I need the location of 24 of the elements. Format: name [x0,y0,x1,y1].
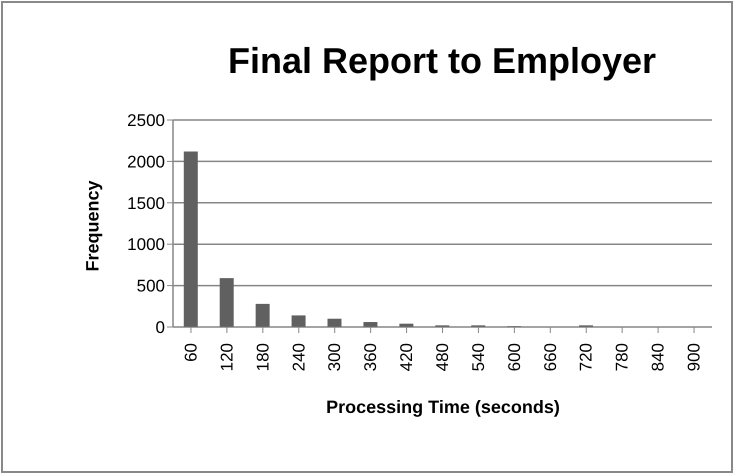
x-tick-label: 900 [684,343,704,372]
x-tick-label: 420 [397,343,416,372]
x-tick-label: 600 [504,343,524,372]
y-tick-label: 500 [136,276,165,296]
x-tick-label: 120 [217,343,236,372]
x-tick-label: 240 [289,343,308,372]
x-tick-label: 360 [361,343,380,372]
x-axis-title: Processing Time (seconds) [325,397,561,418]
y-axis-title: Frequency [82,180,104,272]
x-tick-label: 720 [576,343,596,372]
x-tick-label: 300 [325,343,344,372]
x-tick-label: 840 [648,343,668,372]
x-tick-label: 660 [540,343,560,372]
y-tick-label: 1000 [127,235,165,254]
y-tick-label: 1500 [127,194,165,213]
y-tick-label: 2500 [127,111,165,130]
y-tick-label: 0 [156,318,165,338]
y-tick-label: 2000 [127,152,165,172]
x-tick-label: 480 [433,343,452,372]
chart-title: Final Report to Employer [226,40,658,82]
x-tick-label: 180 [253,343,272,372]
x-tick-label: 540 [468,343,488,372]
x-tick-label: 780 [612,343,632,372]
x-tick-label: 60 [181,343,200,362]
